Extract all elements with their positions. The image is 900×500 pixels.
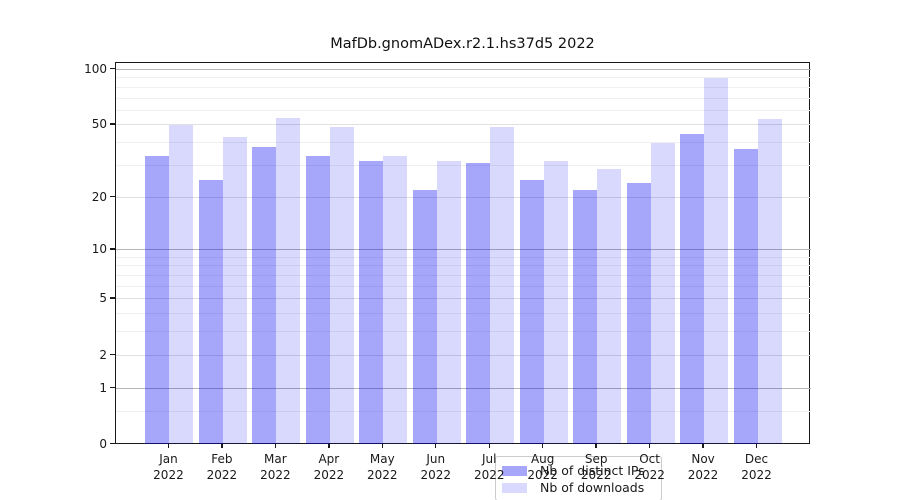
bar-downloads xyxy=(543,160,568,444)
bar-downloads xyxy=(757,119,782,444)
y-tick-mark xyxy=(110,386,115,389)
y-tick-mark xyxy=(110,248,115,250)
y-tick-mark xyxy=(110,297,115,299)
x-tick-label: Apr 2022 xyxy=(313,452,345,482)
x-tick-label: May 2022 xyxy=(367,452,398,482)
gridline-90 xyxy=(116,77,811,79)
y-tick-mark xyxy=(110,443,115,445)
bar-downloads xyxy=(276,117,301,444)
gridline-8 xyxy=(116,265,811,267)
y-tick-label: 0 xyxy=(99,437,107,451)
gridline-5 xyxy=(116,298,811,300)
y-tick-label: 50 xyxy=(91,117,107,132)
y-tick-label: 20 xyxy=(91,189,107,204)
x-tick-label: Jul 2022 xyxy=(473,452,505,482)
bar-distinct-ips xyxy=(519,180,544,444)
bar-distinct-ips xyxy=(573,190,598,444)
gridline-6 xyxy=(116,285,811,287)
gridline-3 xyxy=(116,331,811,333)
legend: Nb of distinct IPs Nb of downloads xyxy=(495,456,662,500)
gridline-7 xyxy=(116,275,811,276)
plot-area: Nb of distinct IPs Nb of downloads xyxy=(115,62,811,500)
legend-swatch-distinct-ips xyxy=(502,465,527,476)
gridline-80 xyxy=(116,86,811,88)
x-tick-label: Jan 2022 xyxy=(153,452,184,482)
x-tick-mark xyxy=(541,444,544,448)
x-tick-label: Mar 2022 xyxy=(260,452,291,482)
bar-distinct-ips xyxy=(359,160,384,444)
gridline-1 xyxy=(116,387,811,389)
x-tick-mark xyxy=(488,444,490,448)
y-tick-mark xyxy=(110,123,115,125)
x-tick-mark xyxy=(167,444,170,448)
x-tick-label: Dec 2022 xyxy=(741,452,772,482)
x-tick-mark xyxy=(648,444,651,448)
legend-label-downloads: Nb of downloads xyxy=(540,480,645,495)
x-tick-label: Feb 2022 xyxy=(206,452,238,482)
bar-distinct-ips xyxy=(145,156,170,444)
bar-downloads xyxy=(597,168,622,444)
gridline-50 xyxy=(116,124,811,126)
gridline-20 xyxy=(116,196,811,198)
bar-distinct-ips xyxy=(198,180,223,444)
bar-downloads xyxy=(169,125,194,444)
legend-swatch-downloads xyxy=(502,482,527,493)
x-tick-mark xyxy=(435,444,437,448)
y-tick-label: 1 xyxy=(99,380,107,395)
y-tick-label: 100 xyxy=(84,61,107,76)
bar-distinct-ips xyxy=(305,156,330,444)
x-tick-mark xyxy=(221,444,223,448)
bar-downloads xyxy=(436,160,461,444)
legend-entry-downloads: Nb of downloads xyxy=(496,479,661,496)
y-tick-mark xyxy=(110,67,115,70)
x-tick-mark xyxy=(595,444,597,448)
x-tick-mark xyxy=(702,444,704,448)
gridline-60 xyxy=(116,109,811,111)
gridline-30 xyxy=(116,164,811,166)
x-tick-mark xyxy=(274,444,277,448)
gridline-2 xyxy=(116,354,811,356)
gridline-9 xyxy=(116,256,811,258)
x-tick-label: Sep 2022 xyxy=(580,452,612,482)
bar-distinct-ips xyxy=(626,183,651,444)
gridline-0.5 xyxy=(116,411,811,413)
x-tick-mark xyxy=(755,444,758,448)
bar-downloads xyxy=(650,143,675,444)
gridline-4 xyxy=(116,313,811,315)
y-tick-mark xyxy=(110,195,115,197)
legend-label-distinct-ips: Nb of distinct IPs xyxy=(540,463,645,478)
x-tick-label: Oct 2022 xyxy=(634,452,665,482)
gridline-40 xyxy=(116,142,811,144)
bar-downloads xyxy=(222,137,247,444)
gridline-10 xyxy=(116,249,811,251)
y-tick-label: 2 xyxy=(99,347,107,362)
x-tick-label: Jun 2022 xyxy=(420,452,452,482)
x-tick-label: Aug 2022 xyxy=(527,452,558,482)
bar-distinct-ips xyxy=(733,149,758,444)
bar-downloads xyxy=(704,78,729,444)
bar-distinct-ips xyxy=(680,133,705,444)
y-tick-label: 10 xyxy=(91,242,107,257)
bar-distinct-ips xyxy=(252,147,277,444)
bar-distinct-ips xyxy=(412,190,437,444)
bar-downloads xyxy=(383,156,408,444)
x-tick-mark xyxy=(381,444,383,448)
legend-entry-distinct-ips: Nb of distinct IPs xyxy=(496,462,661,479)
y-tick-label: 5 xyxy=(99,291,107,306)
gridline-100 xyxy=(116,68,811,70)
x-tick-mark xyxy=(328,444,330,448)
x-tick-label: Nov 2022 xyxy=(687,452,719,482)
y-tick-mark xyxy=(110,353,115,356)
bar-downloads xyxy=(329,127,354,444)
gridline-70 xyxy=(116,97,811,99)
chart-title: MafDb.gnomADex.r2.1.hs37d5 2022 xyxy=(330,36,595,52)
bar-downloads xyxy=(490,127,515,444)
bar-distinct-ips xyxy=(466,163,491,444)
